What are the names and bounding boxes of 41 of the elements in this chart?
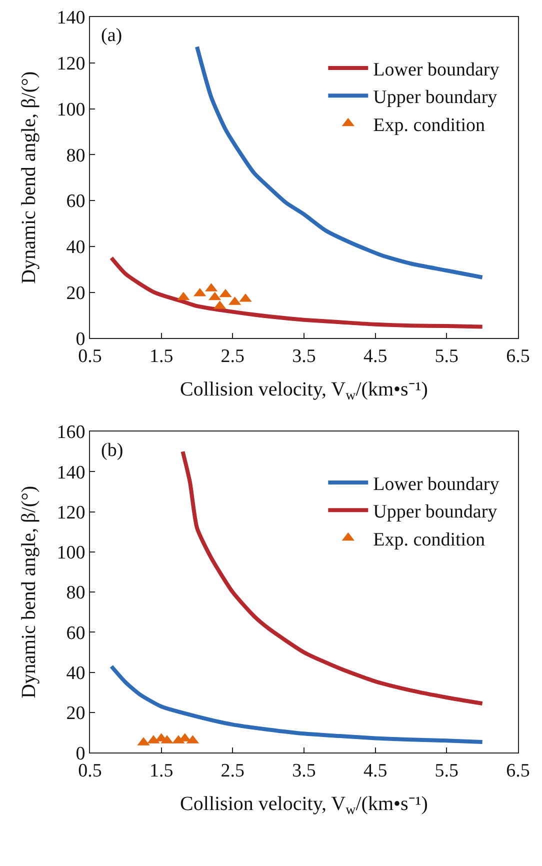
y-tick-label: 140	[56, 8, 86, 29]
y-tick-label: 100	[56, 99, 86, 120]
line-series	[109, 256, 484, 329]
y-tick-label: 60	[66, 622, 86, 644]
y-tick-label: 120	[56, 54, 86, 75]
legend-label: Lower boundary	[373, 474, 500, 495]
legend-label: Lower boundary	[373, 59, 500, 80]
x-tick-label: 5.5	[434, 760, 459, 782]
y-tick-label: 40	[66, 237, 86, 258]
line-series	[109, 664, 484, 744]
y-tick-label: 80	[66, 582, 86, 604]
y-axis-title: Dynamic bend angle, β/(°)	[18, 486, 40, 698]
x-tick-label: 5.5	[434, 346, 459, 367]
x-tick-label: 1.5	[149, 346, 174, 367]
y-tick-label: 120	[56, 502, 86, 524]
x-tick-label: 4.5	[363, 346, 388, 367]
y-tick-label: 80	[66, 145, 86, 166]
x-tick-label: 6.5	[506, 760, 530, 782]
x-tick-label: 2.5	[220, 760, 245, 782]
y-tick-label: 100	[56, 542, 86, 564]
x-tick-label: 3.5	[292, 760, 316, 782]
x-tick-label: 4.5	[363, 760, 388, 782]
x-tick-label: 6.5	[506, 346, 530, 367]
y-tick-label: 140	[56, 462, 86, 484]
x-axis-title: Collision velocity, V$_{w}$/(km•s⁻¹)	[180, 378, 428, 404]
x-tick-label: 3.5	[292, 346, 316, 367]
annotation: (a)	[101, 25, 122, 46]
legend-label: Upper boundary	[373, 502, 498, 523]
y-tick-label: 20	[66, 703, 86, 724]
y-tick-label: 60	[66, 191, 86, 212]
x-axis-title: Collision velocity, V$_{w}$/(km•s⁻¹)	[180, 792, 428, 818]
y-tick-label: 40	[66, 663, 86, 684]
y-tick-label: 160	[56, 422, 86, 444]
y-axis-title: Dynamic bend angle, β/(°)	[18, 71, 40, 284]
y-tick-label: 20	[66, 282, 86, 304]
legend-label: Upper boundary	[373, 87, 498, 108]
legend-label: Exp. condition	[373, 114, 486, 136]
x-tick-label: 1.5	[149, 760, 174, 782]
x-tick-label: 2.5	[220, 346, 245, 367]
annotation: (b)	[101, 440, 124, 461]
legend-label: Exp. condition	[373, 529, 486, 550]
